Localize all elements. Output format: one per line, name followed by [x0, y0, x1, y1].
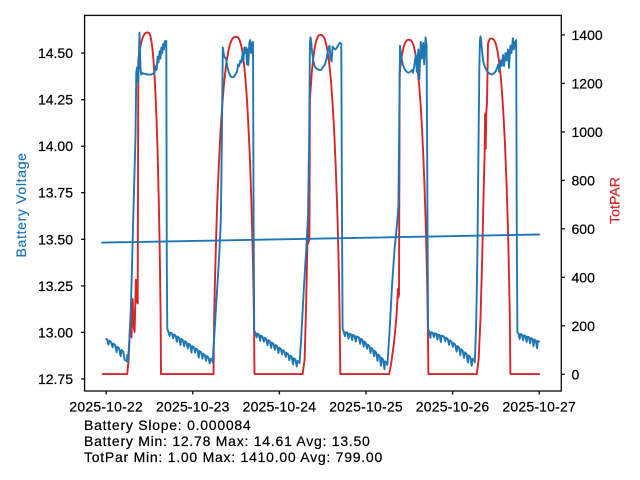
svg-text:13.50: 13.50: [38, 231, 73, 247]
svg-text:2025-10-22: 2025-10-22: [69, 399, 143, 415]
svg-text:2025-10-23: 2025-10-23: [156, 399, 230, 415]
svg-text:800: 800: [572, 172, 596, 188]
svg-text:13.25: 13.25: [38, 278, 73, 294]
svg-text:13.00: 13.00: [38, 324, 73, 340]
svg-text:1400: 1400: [572, 27, 603, 43]
svg-text:1200: 1200: [572, 75, 603, 91]
svg-text:TotPAR: TotPAR: [607, 177, 623, 224]
svg-text:Battery Min: 12.78 Max: 14.61: Battery Min: 12.78 Max: 14.61 Avg: 13.50: [84, 433, 371, 449]
svg-text:600: 600: [572, 221, 596, 237]
svg-text:200: 200: [572, 318, 596, 334]
svg-text:12.75: 12.75: [38, 371, 73, 387]
svg-text:2025-10-24: 2025-10-24: [243, 399, 317, 415]
svg-text:2025-10-27: 2025-10-27: [502, 399, 576, 415]
svg-text:14.25: 14.25: [38, 92, 73, 108]
svg-text:13.75: 13.75: [38, 185, 73, 201]
svg-text:14.50: 14.50: [38, 45, 73, 61]
svg-text:Battery Voltage: Battery Voltage: [13, 152, 29, 257]
svg-text:400: 400: [572, 269, 596, 285]
svg-text:2025-10-26: 2025-10-26: [416, 399, 490, 415]
svg-text:Battery Slope: 0.000084: Battery Slope: 0.000084: [84, 417, 251, 433]
svg-text:14.00: 14.00: [38, 138, 73, 154]
svg-text:TotPar Min: 1.00 Max: 1410.00: TotPar Min: 1.00 Max: 1410.00 Avg: 799.0…: [84, 449, 383, 465]
svg-text:0: 0: [572, 366, 580, 382]
svg-text:1000: 1000: [572, 124, 603, 140]
svg-text:2025-10-25: 2025-10-25: [329, 399, 403, 415]
